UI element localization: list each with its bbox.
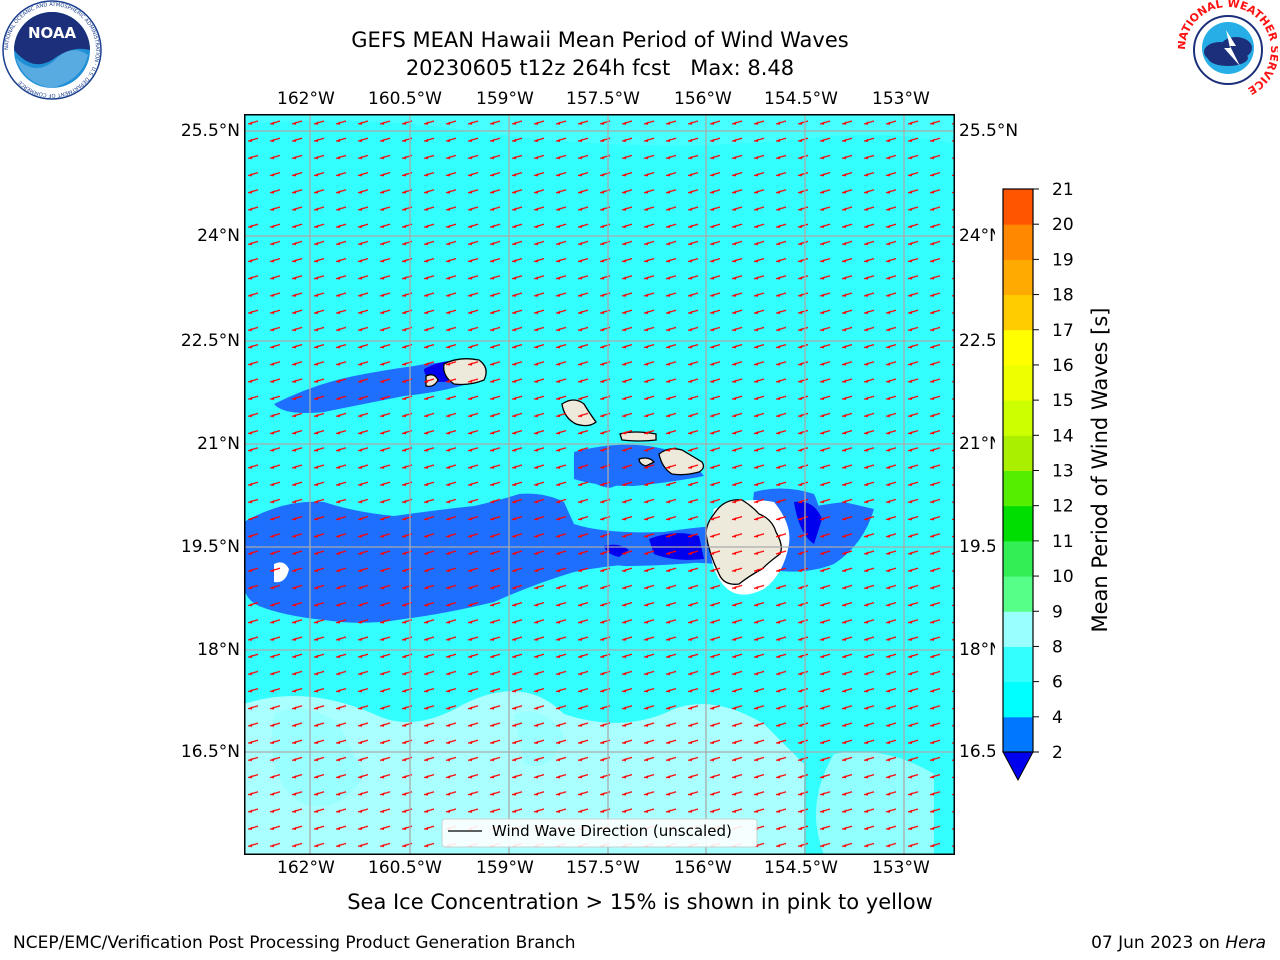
colorbar-band — [1003, 470, 1033, 507]
lat-tick-left: 25.5°N — [180, 121, 240, 141]
footer-date-text: 07 Jun 2023 on — [1091, 933, 1226, 953]
legend-label: Wind Wave Direction (unscaled) — [492, 822, 732, 840]
lat-tick-left: 21°N — [197, 434, 240, 454]
colorbar-tick-label: 10 — [1052, 567, 1074, 587]
colorbar-tick-label: 17 — [1052, 321, 1074, 341]
colorbar-tick-label: 16 — [1052, 356, 1074, 376]
map-title: GEFS MEAN Hawaii Mean Period of Wind Wav… — [351, 28, 849, 52]
colorbar-tick-label: 12 — [1052, 497, 1074, 517]
gridlines — [244, 114, 955, 855]
colorbar-tick-label: 2 — [1052, 743, 1063, 763]
colorbar-tick-label: 18 — [1052, 286, 1074, 306]
lat-tick-right: 21°N — [959, 434, 1002, 454]
lon-tick-bottom: 154.5°W — [764, 858, 838, 878]
wave-period-map: Wind Wave Direction (unscaled) — [244, 114, 955, 855]
colorbar-band — [1003, 364, 1033, 401]
lat-tick-left: 24°N — [197, 226, 240, 246]
colorbar-band — [1003, 646, 1033, 683]
lat-tick-left: 22.5°N — [180, 331, 240, 351]
lon-tick-top: 157.5°W — [566, 89, 640, 109]
colorbar-band — [1003, 294, 1033, 331]
noaa-logo: NOAA NATIONAL OCEANIC AND ATMOSPHERIC AD… — [2, 0, 102, 100]
map-subtitle: 20230605 t12z 264h fcst Max: 8.48 — [405, 56, 795, 80]
lon-tick-top: 154.5°W — [764, 89, 838, 109]
lon-tick-top: 159°W — [476, 89, 534, 109]
lon-tick-bottom: 153°W — [872, 858, 930, 878]
colorbar: 2 4 6 8 9 10 11 12 13 14 15 16 17 18 19 20 21 Mean Perio… — [995, 180, 1115, 790]
colorbar-tick-label: 14 — [1052, 426, 1074, 446]
lon-tick-top: 153°W — [872, 89, 930, 109]
colorbar-tick-label: 19 — [1052, 250, 1074, 270]
lat-tick-right: 25.5°N — [959, 121, 1019, 141]
colorbar-tick-label: 9 — [1052, 602, 1063, 622]
footer-credit: NCEP/EMC/Verification Post Processing Pr… — [13, 933, 576, 953]
wind-wave-arrows — [244, 114, 955, 855]
colorbar-label: Mean Period of Wind Waves [s] — [1088, 308, 1112, 633]
sea-ice-note: Sea Ice Concentration > 15% is shown in … — [347, 890, 933, 914]
footer-date: 07 Jun 2023 on Hera — [1091, 933, 1266, 953]
lat-tick-left: 19.5°N — [180, 537, 240, 557]
lon-tick-bottom: 160.5°W — [368, 858, 442, 878]
lon-tick-bottom: 162°W — [277, 858, 335, 878]
colorbar-band — [1003, 540, 1033, 577]
lon-tick-top: 160.5°W — [368, 89, 442, 109]
colorbar-band — [1003, 259, 1033, 296]
colorbar-band — [1003, 400, 1033, 436]
colorbar-band — [1003, 576, 1033, 612]
noaa-logo-text: NOAA — [28, 24, 77, 42]
colorbar-tick-label: 4 — [1052, 708, 1063, 728]
colorbar-tick-label: 8 — [1052, 637, 1063, 657]
colorbar-band — [1003, 611, 1033, 647]
colorbar-band — [1003, 189, 1033, 225]
lat-tick-right: 18°N — [959, 640, 1002, 660]
lon-tick-top: 156°W — [674, 89, 732, 109]
colorbar-band — [1003, 681, 1033, 718]
lat-tick-left: 16.5°N — [180, 742, 240, 762]
lon-tick-bottom: 156°W — [674, 858, 732, 878]
colorbar-band — [1003, 435, 1033, 471]
colorbar-tick-label: 6 — [1052, 673, 1063, 693]
colorbar-bands — [1003, 189, 1033, 753]
map-legend: Wind Wave Direction (unscaled) — [441, 818, 758, 848]
colorbar-band — [1003, 505, 1033, 542]
colorbar-band — [1003, 716, 1033, 753]
colorbar-tick-label: 13 — [1052, 462, 1074, 482]
colorbar-ticks: 2 4 6 8 9 10 11 12 13 14 15 16 17 18 19 20 21 — [1033, 180, 1074, 763]
lat-tick-right: 24°N — [959, 226, 1002, 246]
footer-host: Hera — [1225, 933, 1266, 953]
colorbar-band — [1003, 329, 1033, 366]
colorbar-tick-label: 20 — [1052, 215, 1074, 235]
colorbar-tick-label: 11 — [1052, 532, 1074, 552]
colorbar-band — [1003, 224, 1033, 260]
colorbar-tick-label: 15 — [1052, 391, 1074, 411]
lon-tick-bottom: 157.5°W — [566, 858, 640, 878]
colorbar-tick-label: 21 — [1052, 180, 1074, 200]
lon-tick-top: 162°W — [277, 89, 335, 109]
lon-tick-bottom: 159°W — [476, 858, 534, 878]
lat-tick-left: 18°N — [197, 640, 240, 660]
